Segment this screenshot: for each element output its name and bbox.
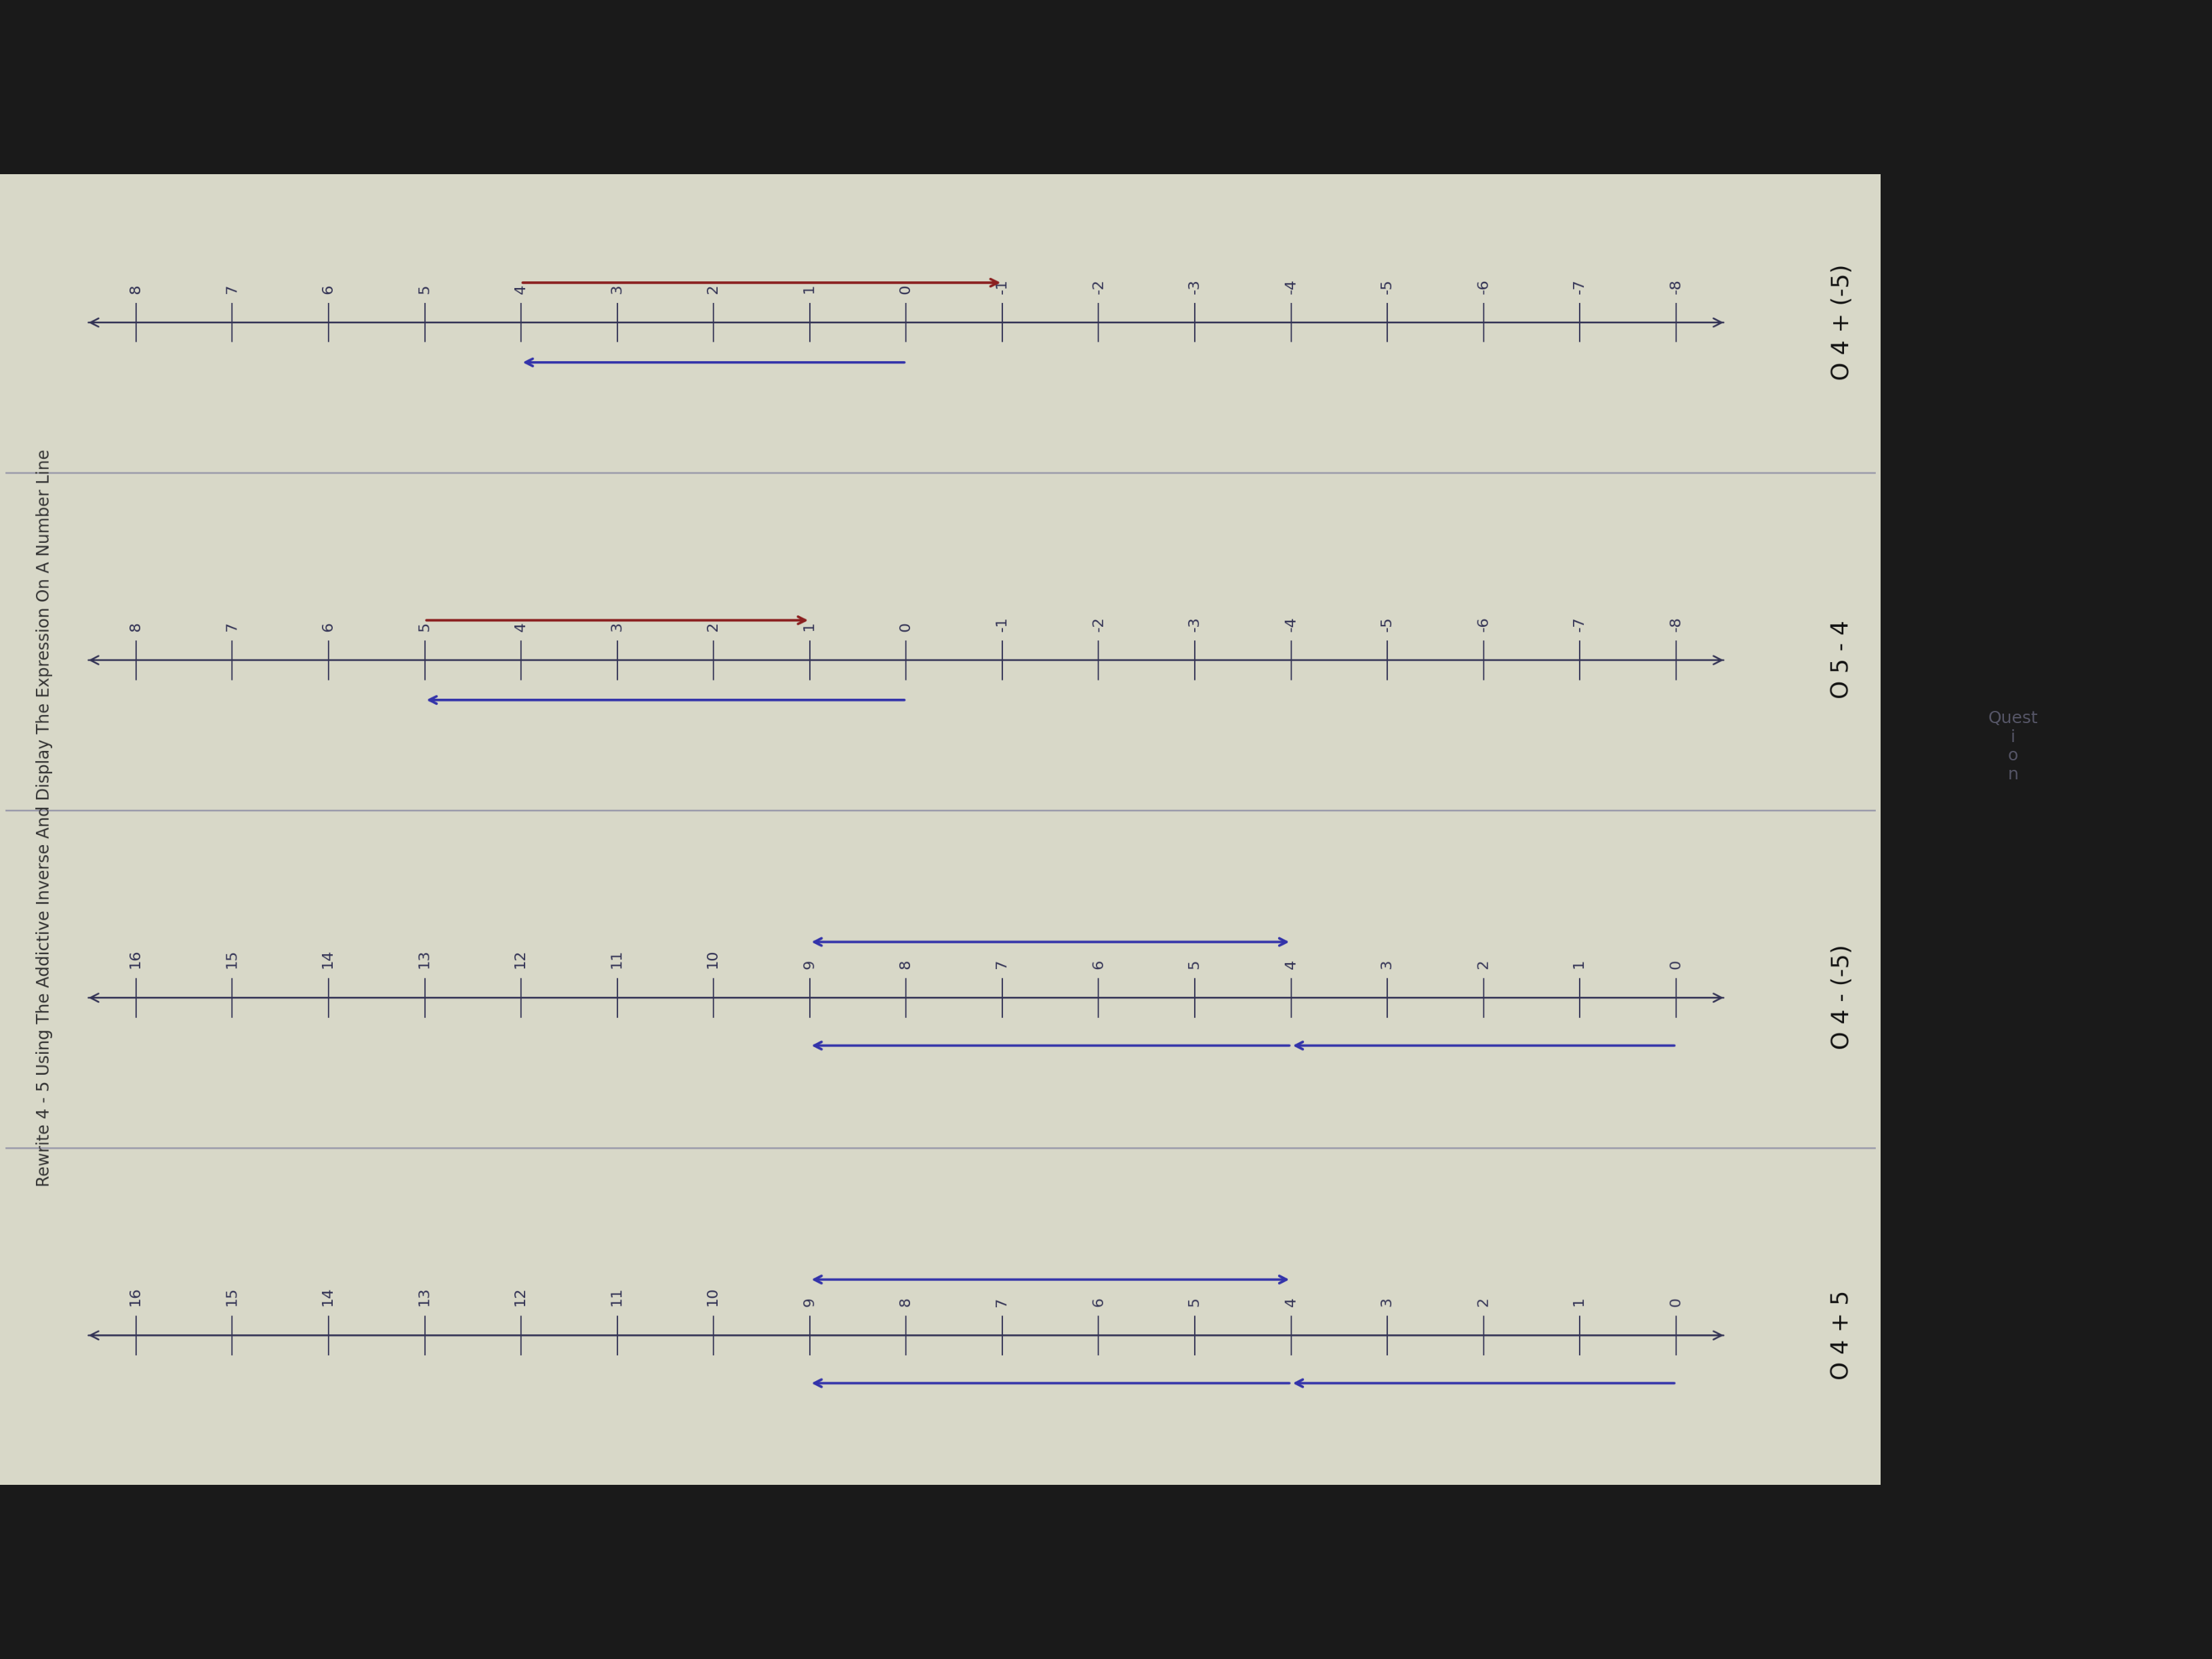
- Text: Quest
i
o
n: Quest i o n: [1989, 710, 2037, 783]
